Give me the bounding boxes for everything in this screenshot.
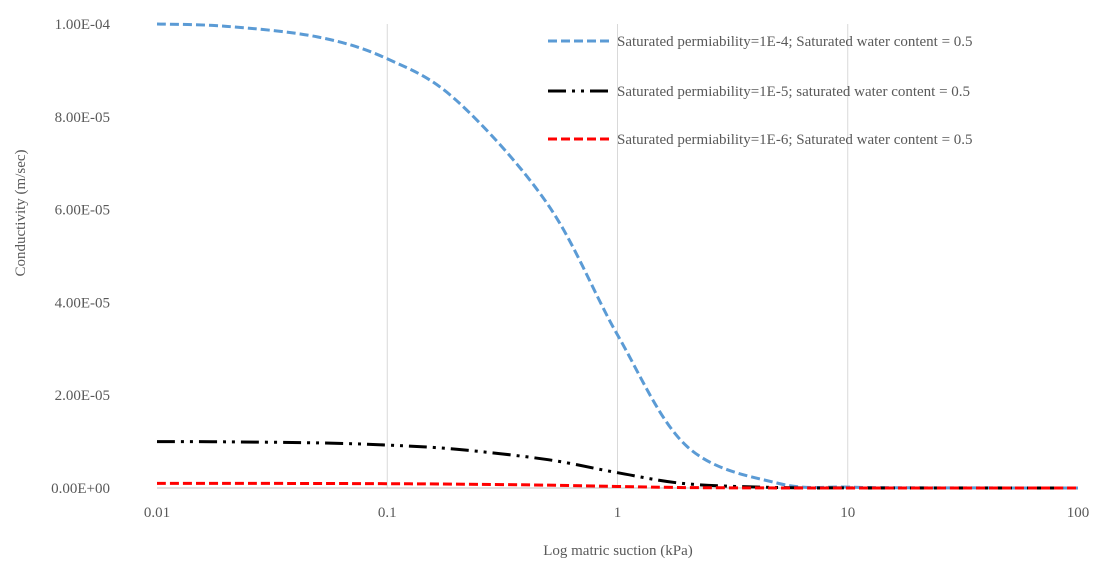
x-tick-label: 0.01 [144, 505, 170, 521]
y-tick-labels: 0.00E+00 2.00E-05 4.00E-05 6.00E-05 8.00E-05… [51, 17, 110, 497]
y-tick-label: 0.00E+00 [51, 481, 110, 497]
legend-label-3: Saturated permiability=1E-6; Saturated w… [617, 132, 973, 148]
y-tick-label: 6.00E-05 [55, 203, 110, 219]
x-axis-title: Log matric suction (kPa) [543, 543, 693, 559]
y-tick-label: 4.00E-05 [55, 295, 110, 311]
x-tick-label: 0.1 [378, 505, 397, 521]
series-line-3 [156, 481, 1078, 490]
x-tick-label: 1 [614, 505, 622, 521]
y-tick-label: 1.00E-04 [55, 17, 111, 33]
x-tick-labels: 0.01 0.1 1 10 100 [144, 505, 1089, 521]
x-tick-label: 100 [1067, 505, 1090, 521]
series-lines [156, 22, 1079, 490]
legend-label-2: Saturated permiability=1E-5; saturated w… [617, 84, 970, 100]
y-tick-label: 2.00E-05 [55, 388, 110, 404]
y-tick-label: 8.00E-05 [55, 110, 110, 126]
y-axis-title: Conductivity (m/sec) [13, 149, 29, 276]
legend: Saturated permiability=1E-4; Saturated w… [548, 34, 973, 148]
vertical-gridlines [386, 24, 849, 488]
x-tick-label: 10 [840, 505, 855, 521]
legend-label-1: Saturated permiability=1E-4; Saturated w… [617, 34, 973, 50]
